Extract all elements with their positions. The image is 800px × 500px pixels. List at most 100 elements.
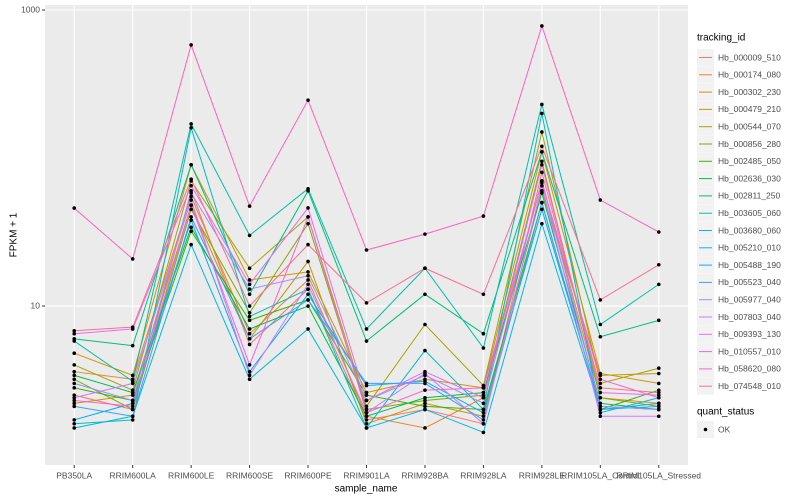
data-point xyxy=(481,430,486,435)
data-point xyxy=(189,122,193,126)
data-point xyxy=(481,395,486,400)
data-point xyxy=(72,401,77,406)
data-point xyxy=(540,130,544,134)
data-point xyxy=(306,259,310,264)
legend-title: tracking_id xyxy=(697,33,745,44)
data-point xyxy=(656,230,661,234)
data-point xyxy=(598,395,603,400)
data-point xyxy=(72,373,77,378)
data-point xyxy=(306,278,310,282)
data-point xyxy=(598,334,603,339)
data-point xyxy=(247,278,252,282)
data-point xyxy=(481,410,486,415)
data-point xyxy=(130,343,135,348)
data-point xyxy=(656,407,661,412)
data-point xyxy=(540,159,544,164)
data-point xyxy=(247,363,252,367)
data-point xyxy=(540,24,544,28)
legend-point xyxy=(703,427,708,432)
data-point xyxy=(481,386,486,390)
data-point xyxy=(423,388,427,392)
data-point xyxy=(72,393,77,397)
data-point xyxy=(247,331,252,336)
data-point xyxy=(481,390,486,395)
data-point xyxy=(598,410,603,415)
data-point xyxy=(656,401,661,406)
data-point xyxy=(72,331,77,336)
data-point xyxy=(364,418,369,422)
data-point xyxy=(656,282,661,287)
x-tick-label: RRIM600LE xyxy=(168,470,215,480)
data-point xyxy=(656,388,661,392)
data-point xyxy=(598,386,603,390)
data-point xyxy=(656,395,661,400)
legend-label: Hb_009393_130 xyxy=(718,329,781,339)
data-point xyxy=(72,351,77,355)
data-point xyxy=(247,373,252,378)
data-point xyxy=(656,404,661,409)
data-point xyxy=(189,194,193,199)
data-point xyxy=(364,422,369,426)
x-tick-label: RRIM928LE xyxy=(519,470,566,480)
data-point xyxy=(423,232,427,236)
data-point xyxy=(72,386,77,390)
data-point xyxy=(247,233,252,238)
data-point xyxy=(481,292,486,297)
data-point xyxy=(72,381,77,386)
data-point xyxy=(130,257,135,261)
data-point xyxy=(189,242,193,247)
legend-label: Hb_005977_040 xyxy=(718,294,781,304)
data-point xyxy=(423,401,427,406)
data-point xyxy=(72,329,77,333)
data-point xyxy=(364,407,369,412)
data-point xyxy=(540,111,544,116)
x-tick-label: RRIM105LA_Control xyxy=(561,470,640,480)
data-point xyxy=(364,398,369,403)
data-point xyxy=(247,292,252,297)
data-point xyxy=(306,206,310,210)
data-point xyxy=(540,200,544,205)
data-point xyxy=(306,327,310,331)
data-point xyxy=(306,215,310,219)
data-point xyxy=(130,407,135,412)
legend-label: Hb_000174_080 xyxy=(718,70,781,80)
data-point xyxy=(130,325,135,329)
data-point xyxy=(656,371,661,376)
data-point xyxy=(598,322,603,327)
data-point xyxy=(364,404,369,409)
legend-label: Hb_002636_030 xyxy=(718,173,781,183)
data-point xyxy=(481,331,486,336)
data-point xyxy=(247,314,252,319)
data-point xyxy=(306,242,310,247)
data-point xyxy=(130,404,135,409)
data-point xyxy=(540,207,544,212)
data-point xyxy=(364,301,369,305)
x-tick-label: PB350LA xyxy=(56,470,92,480)
data-point xyxy=(656,381,661,386)
data-point xyxy=(598,401,603,406)
data-point xyxy=(598,407,603,412)
data-point xyxy=(598,390,603,395)
legend-label: Hb_058620_080 xyxy=(718,364,781,374)
data-point xyxy=(540,170,544,175)
x-axis-label: sample_name xyxy=(335,484,398,495)
data-point xyxy=(423,292,427,297)
data-point xyxy=(364,426,369,430)
legend-label: Hb_000479_210 xyxy=(718,104,781,114)
data-point xyxy=(72,426,77,430)
data-point xyxy=(423,407,427,412)
data-point xyxy=(247,337,252,341)
data-point xyxy=(247,204,252,208)
x-tick-label: RRIM600PE xyxy=(284,470,332,480)
x-tick-label: RRIM105LA_Stressed xyxy=(616,470,701,480)
data-point xyxy=(540,162,544,167)
data-point xyxy=(598,414,603,419)
data-point xyxy=(72,395,77,400)
data-point xyxy=(247,287,252,291)
data-point xyxy=(306,221,310,226)
data-point xyxy=(189,177,193,181)
data-point xyxy=(481,407,486,412)
data-point xyxy=(72,377,77,382)
data-point xyxy=(364,248,369,252)
data-point xyxy=(540,191,544,195)
